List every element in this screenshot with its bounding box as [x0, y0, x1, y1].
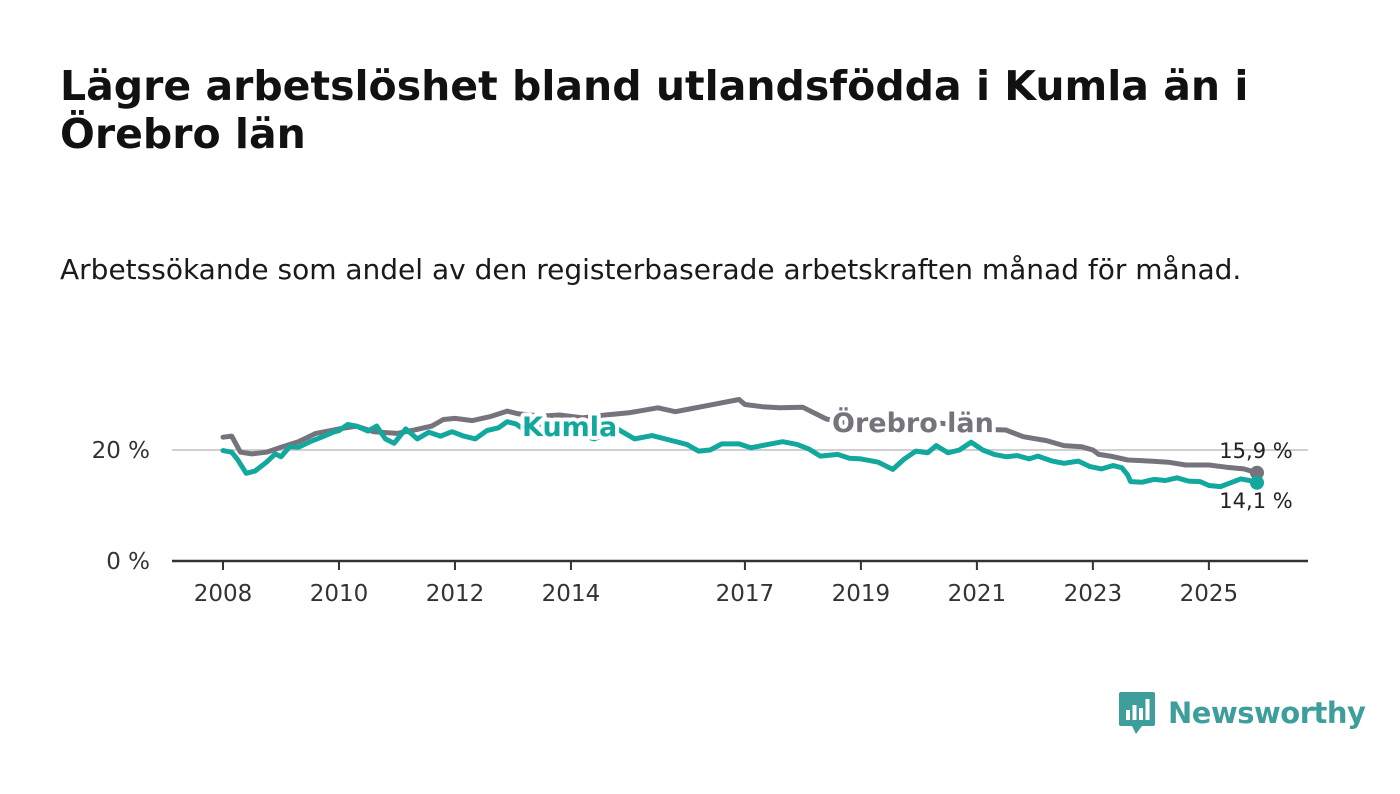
x-tick-label: 2010: [310, 581, 369, 607]
x-tick-label: 2019: [832, 581, 891, 607]
series-end-point-kumla: [1250, 475, 1264, 490]
series-label-halo-kumla: Kumla: [522, 412, 617, 443]
series-line-orebro: [220, 397, 1260, 476]
x-tick-label: 2023: [1064, 581, 1123, 607]
newsworthy-logo: Newsworthy: [1118, 690, 1366, 736]
x-tick-label: 2014: [542, 581, 601, 607]
newsworthy-logo-text: Newsworthy: [1168, 696, 1366, 730]
newsworthy-logo-icon: [1119, 692, 1155, 734]
chart-subtitle: Arbetssökande som andel av den registerb…: [60, 253, 1242, 286]
x-tick-label: 2008: [194, 581, 253, 607]
end-value-label-orebro: 15,9 %: [1219, 439, 1292, 463]
end-value-label-kumla: 14,1 %: [1219, 489, 1292, 513]
x-tick-label: 2025: [1180, 581, 1239, 607]
series-line-kumla: [220, 419, 1260, 490]
y-tick-label: 0 %: [106, 549, 150, 575]
y-tick-label: 20 %: [92, 438, 150, 464]
series-label-halo-orebro: Örebro län: [832, 406, 994, 439]
chart-title: Lägre arbetslöshet bland utlandsfödda i …: [60, 62, 1249, 158]
series-end-point-orebro: [1250, 465, 1264, 480]
x-tick-label: 2021: [948, 581, 1007, 607]
x-tick-label: 2012: [426, 581, 485, 607]
series-label-kumla: Kumla: [522, 412, 617, 443]
x-tick-label: 2017: [716, 581, 775, 607]
series-label-orebro: Örebro län: [832, 406, 994, 439]
